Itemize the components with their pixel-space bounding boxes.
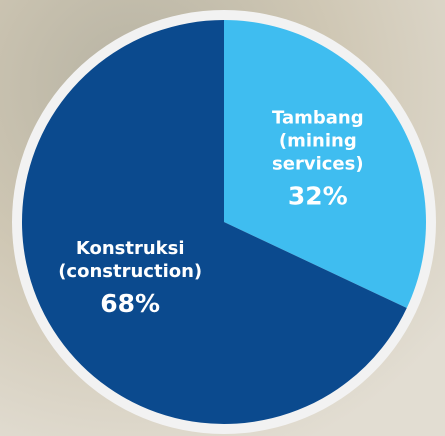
value-label: 32%: [288, 181, 348, 210]
slice-label: Tambang (mining services): [272, 107, 364, 174]
slice-label: Konstruksi (construction): [58, 238, 202, 282]
pie-slice: [224, 20, 426, 309]
value-label: 68%: [100, 289, 160, 318]
pie: Tambang (mining services) 32% Konstruksi (con…: [21, 20, 426, 424]
pie-slice: [21, 20, 407, 424]
